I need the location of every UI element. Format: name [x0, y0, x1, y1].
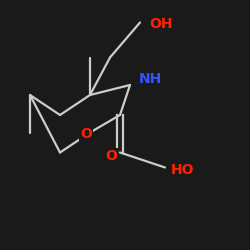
Text: OH: OH: [149, 17, 172, 31]
Text: HO: HO: [171, 163, 195, 177]
Text: NH: NH: [139, 72, 162, 86]
Text: O: O: [80, 127, 92, 141]
Text: O: O: [105, 149, 117, 163]
